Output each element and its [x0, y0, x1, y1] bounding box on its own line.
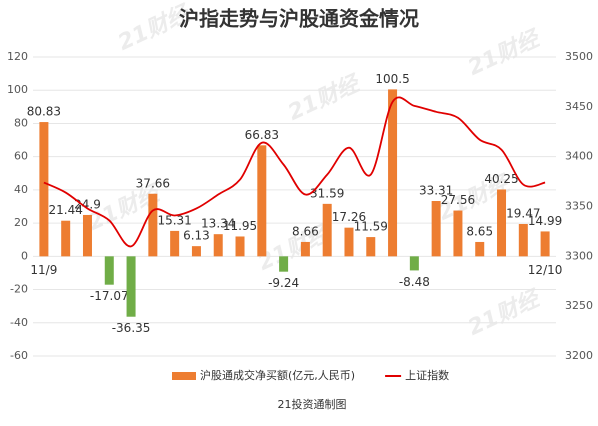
y2-tick-label: 3450: [565, 100, 593, 113]
y2-tick-label: 3300: [565, 249, 593, 262]
watermark: 21财经: [284, 70, 365, 126]
bar: [39, 122, 49, 257]
value-label: 15.31: [157, 213, 191, 227]
value-label: 21.44: [49, 203, 83, 217]
y2-tick-label: 3500: [565, 50, 593, 63]
y-tick-label: 100: [7, 83, 28, 96]
bar: [431, 201, 441, 257]
x-tick-label: 12/10: [528, 263, 563, 277]
index-line: [43, 96, 546, 248]
value-label: 17.26: [332, 210, 366, 224]
value-label: 8.66: [292, 224, 319, 238]
value-label: 6.13: [183, 229, 210, 243]
chart-title: 沪指走势与沪股通资金情况: [179, 7, 419, 31]
bar: [235, 236, 245, 257]
bar: [453, 210, 463, 257]
bar: [518, 223, 528, 257]
value-label: 11.59: [354, 220, 388, 234]
y-tick-label: 0: [21, 249, 28, 262]
y-tick-label: 120: [7, 50, 28, 63]
value-label: 37.66: [136, 176, 170, 190]
value-label: 31.59: [310, 186, 344, 200]
value-label: 14.99: [528, 214, 562, 228]
y-tick-label: 40: [14, 183, 28, 196]
value-label: -36.35: [112, 321, 151, 335]
y-tick-label: 60: [14, 150, 28, 163]
value-label: 27.56: [441, 193, 475, 207]
y-tick-label: -20: [10, 283, 28, 296]
value-label: 100.5: [375, 72, 409, 86]
bar: [388, 89, 398, 257]
legend-label: 沪股通成交净买额(亿元,人民币): [200, 368, 355, 382]
source-note: 21投资通制图: [278, 397, 347, 411]
value-label: -17.07: [90, 289, 129, 303]
legend-label: 上证指数: [405, 368, 449, 382]
bar: [126, 256, 136, 317]
value-label: 66.83: [245, 128, 279, 142]
y2-tick-label: 3350: [565, 200, 593, 213]
value-label: 40.25: [484, 172, 518, 186]
value-label: -8.48: [399, 275, 430, 289]
bar: [344, 227, 354, 257]
y2-tick-label: 3400: [565, 150, 593, 163]
watermark: 21财经: [464, 25, 545, 81]
bar: [409, 256, 419, 271]
y-tick-label: 20: [14, 216, 28, 229]
bar: [104, 256, 114, 285]
bar: [82, 214, 92, 257]
x-tick-label: 11/9: [30, 263, 57, 277]
bar: [497, 189, 507, 257]
y2-tick-label: 3200: [565, 349, 593, 362]
bar: [191, 246, 201, 257]
value-label: 13.34: [201, 217, 235, 231]
value-label: -9.24: [268, 276, 299, 290]
value-label: 80.83: [27, 105, 61, 119]
y-tick-label: -40: [10, 316, 28, 329]
bar: [322, 203, 332, 257]
bar: [366, 237, 376, 257]
value-label: 24.9: [74, 197, 101, 211]
y-tick-label: -60: [10, 349, 28, 362]
bar: [61, 220, 71, 257]
legend-swatch: [172, 372, 196, 380]
value-label: 8.65: [466, 224, 493, 238]
bar: [170, 230, 180, 257]
y2-tick-label: 3250: [565, 299, 593, 312]
value-label: 19.47: [506, 206, 540, 220]
bar: [540, 231, 550, 257]
bar: [300, 241, 310, 257]
bar: [213, 234, 223, 257]
y-tick-label: 80: [14, 116, 28, 129]
bar: [148, 193, 158, 257]
value-label: 33.31: [419, 184, 453, 198]
watermark: 21财经: [464, 285, 545, 341]
bar: [257, 145, 267, 257]
bar: [475, 241, 485, 257]
bar: [279, 256, 289, 272]
value-label: 11.95: [223, 219, 257, 233]
